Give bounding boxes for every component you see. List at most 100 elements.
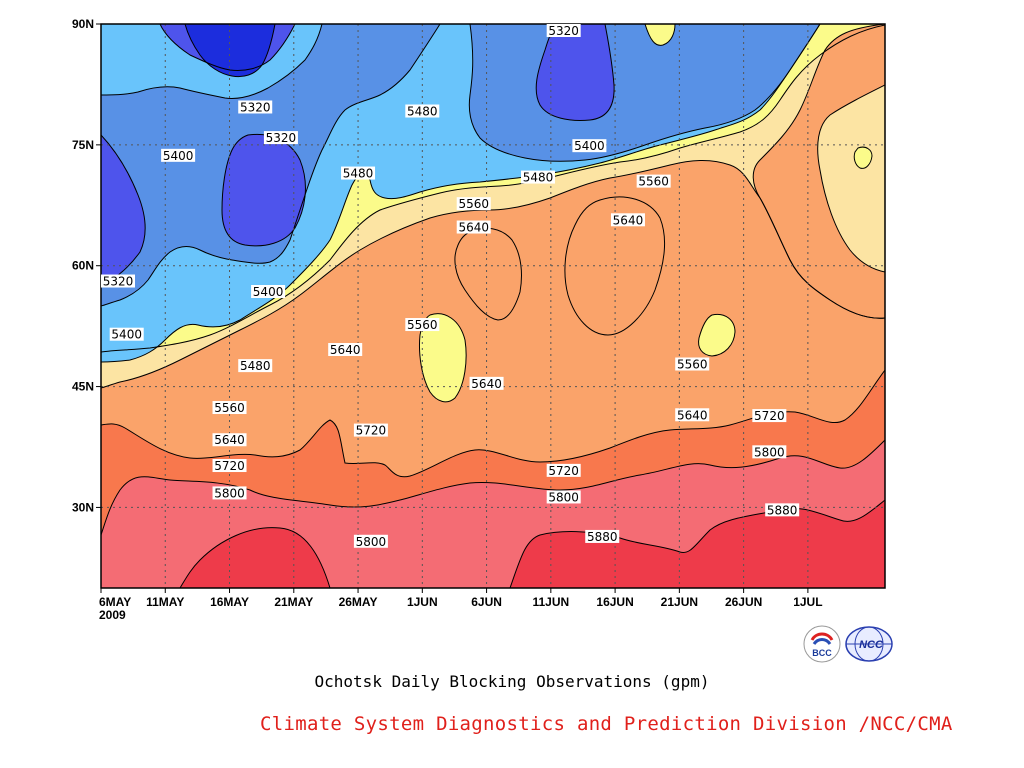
contour-label-bg (405, 104, 440, 118)
contour-label: 5720 (548, 464, 579, 478)
grid-lines (101, 24, 885, 588)
band-5240-5320-blob (101, 135, 146, 286)
contour-label: 5320 (103, 275, 134, 289)
contour-label-bg (546, 490, 581, 504)
contour-label-bg (341, 166, 376, 180)
contour-label: 5320 (266, 131, 297, 145)
contour-label: 5880 (767, 503, 798, 517)
contour-label-bg (238, 359, 273, 373)
contour-label: 5320 (240, 100, 271, 114)
y-tick-label: 45N (72, 380, 94, 394)
plot-frame (100, 23, 886, 589)
contour-lines (101, 24, 885, 588)
contour-label: 5400 (253, 285, 284, 299)
contour-label-bg (328, 343, 363, 357)
contour-label-bg (752, 445, 787, 459)
x-tick-label: 16JUN (596, 595, 633, 609)
band-5240-5320-mid (222, 134, 306, 246)
contour-label: 5800 (356, 535, 387, 549)
x-tick-label: 26MAY (339, 595, 378, 609)
y-axis: 30N 45N 60N 75N 90N (72, 17, 101, 514)
contour-label: 5880 (587, 530, 618, 544)
contour-label: 5400 (163, 149, 194, 163)
contour-labels: 5320 5320 5320 5320 5400 5400 5400 5400 5480 5480… (101, 24, 800, 549)
chart-caption: Ochotsk Daily Blocking Observations (gpm… (314, 672, 710, 691)
x-year-label: 2009 (99, 608, 126, 622)
contour-label-bg (752, 409, 787, 423)
ncc-logo-text: NCC (859, 639, 884, 651)
contour-label-bg (572, 139, 607, 153)
bcc-logo-text: BCC (812, 648, 832, 658)
x-tick-label: 21JUN (661, 595, 698, 609)
contour-label-bg (456, 220, 491, 234)
contour-label-bg (353, 423, 388, 437)
contour-label-bg (405, 318, 440, 332)
contour-label-bg (585, 529, 620, 543)
contour-label: 5560 (677, 358, 708, 372)
blob-5560-b (698, 314, 735, 356)
contour-label-bg (765, 503, 800, 517)
contour-label: 5640 (613, 213, 644, 227)
x-tick-label: 1JUL (793, 595, 822, 609)
contour-label: 5400 (111, 328, 142, 342)
contour-label-bg (353, 534, 388, 548)
x-tick-label: 6MAY (99, 595, 131, 609)
x-tick-label: 16MAY (210, 595, 249, 609)
contour-label: 5560 (407, 318, 438, 332)
y-tick-label: 30N (72, 500, 94, 514)
contour-label-bg (610, 213, 645, 227)
contour-label: 5640 (330, 343, 361, 357)
contour-label-bg (251, 284, 286, 298)
x-tick-label: 11MAY (146, 595, 184, 609)
contour-label: 5800 (754, 445, 785, 459)
contour-label-bg (546, 463, 581, 477)
contour-label-bg (238, 100, 273, 114)
blob-5560-east (817, 85, 885, 272)
contour-label-bg (161, 148, 196, 162)
contour-label: 5640 (677, 408, 708, 422)
contour-label: 5720 (754, 409, 785, 423)
contour-label-bg (675, 408, 710, 422)
credit-line: Climate System Diagnostics and Predictio… (260, 713, 953, 735)
contour-label: 5320 (548, 24, 579, 38)
contour-label-bg (636, 174, 671, 188)
contour-label-bg (469, 376, 504, 390)
contour-label-bg (456, 197, 491, 211)
y-tick-label: 90N (72, 17, 94, 31)
contour-label-bg (546, 24, 581, 37)
contour-label-bg (263, 131, 298, 145)
band-below-5240 (185, 24, 275, 77)
x-tick-label: 1JUN (407, 595, 438, 609)
ncc-logo: NCC (845, 626, 893, 662)
x-tick-label: 21MAY (274, 595, 313, 609)
contour-label: 5480 (523, 171, 554, 185)
blob-5560-a (419, 313, 467, 402)
contour-label: 5640 (471, 377, 502, 391)
contour-label-bg (212, 486, 247, 500)
contour-label: 5720 (356, 424, 387, 438)
x-axis: 6MAY 11MAY 16MAY 21MAY 26MAY 1JUN 6JUN 11JUN 16J… (99, 588, 823, 622)
contour-label: 5480 (343, 167, 374, 181)
x-tick-label: 26JUN (725, 595, 762, 609)
blob-5560-c (854, 147, 872, 169)
contour-label-bg (212, 401, 247, 415)
x-tick-label: 6JUN (471, 595, 502, 609)
contour-label: 5720 (214, 459, 245, 473)
contour-label: 5560 (214, 401, 245, 415)
band-5240-5320-east (536, 24, 615, 121)
bcc-logo: BCC (803, 625, 841, 663)
contour-label: 5560 (458, 197, 489, 211)
y-tick-label: 75N (72, 138, 94, 152)
y-tick-label: 60N (72, 259, 94, 273)
contour-label-bg (520, 170, 555, 184)
contour-label-bg (109, 327, 144, 341)
contour-label: 5800 (214, 486, 245, 500)
contour-label-bg (675, 357, 710, 371)
contour-label: 5400 (574, 139, 605, 153)
contour-label: 5480 (407, 105, 438, 119)
contour-label: 5800 (548, 490, 579, 504)
x-tick-label: 11JUN (532, 595, 569, 609)
contour-label: 5480 (240, 359, 271, 373)
contour-chart: 5320 5320 5320 5320 5400 5400 5400 5400 5480 5480… (72, 17, 886, 622)
contour-label-bg (101, 274, 135, 288)
